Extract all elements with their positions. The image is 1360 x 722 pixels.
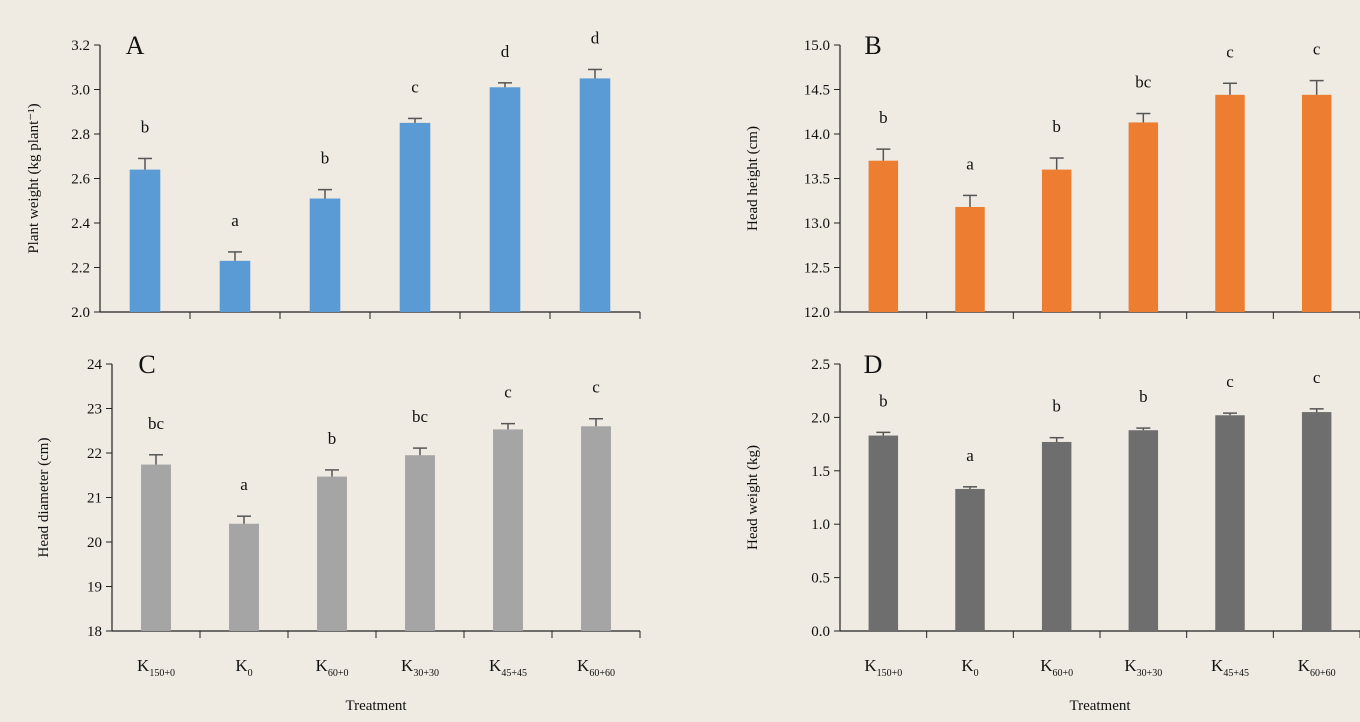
panel-c-bar[interactable] bbox=[581, 426, 611, 631]
panel-d-significance-letter: c bbox=[1226, 372, 1234, 391]
panel-a-y-axis-label: Plant weight (kg plant⁻¹) bbox=[26, 103, 42, 253]
panel-a-y-tick-label: 2.0 bbox=[71, 305, 90, 321]
panel-d-significance-letter: b bbox=[1139, 387, 1148, 406]
panel-a-significance-letter: a bbox=[231, 211, 239, 230]
panel-d-category-label: K0 bbox=[961, 656, 978, 679]
panel-d-x-axis-label: Treatment bbox=[1069, 698, 1131, 714]
panel-c-x-axis-label: Treatment bbox=[345, 698, 407, 714]
panel-a-y-tick-label: 2.8 bbox=[71, 127, 90, 143]
panel-c-y-tick-label: 21 bbox=[87, 491, 102, 507]
panel-c-category-label: K45+45 bbox=[489, 656, 527, 679]
panel-d-category-label: K45+45 bbox=[1211, 656, 1249, 679]
panel-c-y-tick-label: 23 bbox=[87, 402, 102, 418]
panel-d-y-axis-label: Head weight (kg) bbox=[745, 445, 761, 550]
panel-d-bar[interactable] bbox=[868, 435, 899, 631]
panel-c-category-label: K30+30 bbox=[401, 656, 439, 679]
panel-b-significance-letter: b bbox=[879, 108, 888, 127]
panel-b-y-tick-label: 13.0 bbox=[804, 216, 830, 232]
panel-a-bar[interactable] bbox=[579, 78, 611, 312]
panel-b-bar[interactable] bbox=[868, 160, 899, 312]
panel-a-significance-letter: d bbox=[501, 42, 510, 61]
panel-a-bar[interactable] bbox=[489, 87, 521, 313]
panel-c-significance-letter: bc bbox=[412, 407, 429, 426]
panel-c-y-axis-label: Head diameter (cm) bbox=[36, 438, 52, 558]
panel-d-category-label: K60+60 bbox=[1298, 656, 1336, 679]
panel-c-category-label: K150+0 bbox=[137, 656, 175, 679]
panel-a-significance-letter: d bbox=[591, 28, 600, 47]
panel-a-y-tick-label: 2.6 bbox=[71, 172, 90, 188]
panel-b-bar[interactable] bbox=[1301, 94, 1332, 312]
panel-b-significance-letter: bc bbox=[1135, 73, 1152, 92]
panel-a-letter: A bbox=[126, 31, 145, 60]
panel-d-y-tick-label: 2.0 bbox=[811, 410, 830, 426]
panel-c-category-label: K60+0 bbox=[316, 656, 349, 679]
panel-d-significance-letter: b bbox=[879, 391, 888, 410]
panel-b-bar[interactable] bbox=[1215, 94, 1245, 312]
panel-c-bar[interactable] bbox=[229, 523, 259, 631]
panel-b-significance-letter: c bbox=[1313, 40, 1321, 59]
panel-c-y-tick-label: 18 bbox=[87, 624, 102, 640]
panel-b-bar[interactable] bbox=[1128, 122, 1159, 313]
panel-b-y-tick-label: 12.0 bbox=[804, 305, 830, 321]
panel-a-significance-letter: b bbox=[321, 149, 330, 168]
panel-d-letter: D bbox=[864, 350, 883, 379]
panel-c-bar[interactable] bbox=[141, 464, 171, 631]
panel-d-y-tick-label: 0.5 bbox=[811, 571, 830, 587]
panel-c-significance-letter: bc bbox=[148, 414, 165, 433]
panel-c-y-tick-label: 22 bbox=[87, 446, 102, 462]
panel-d-significance-letter: c bbox=[1313, 368, 1321, 387]
panel-d-bar[interactable] bbox=[1041, 441, 1072, 631]
panel-d-y-tick-label: 2.5 bbox=[811, 357, 830, 373]
panel-a-y-tick-label: 2.2 bbox=[71, 261, 90, 277]
panel-a-significance-letter: b bbox=[141, 117, 150, 136]
panel-a-bar[interactable] bbox=[309, 198, 341, 312]
panel-d-y-tick-label: 1.5 bbox=[811, 464, 830, 480]
panel-d-significance-letter: b bbox=[1052, 397, 1061, 416]
panel-d-category-label: K60+0 bbox=[1040, 656, 1073, 679]
panel-c-bar[interactable] bbox=[493, 429, 523, 631]
panel-a-bar[interactable] bbox=[399, 122, 431, 312]
panel-a-bar[interactable] bbox=[129, 169, 161, 312]
panel-c-category-label: K0 bbox=[235, 656, 252, 679]
panel-d-bar[interactable] bbox=[1215, 415, 1245, 631]
panel-c-significance-letter: c bbox=[592, 378, 600, 397]
panel-a-y-tick-label: 3.0 bbox=[71, 83, 90, 99]
panel-b-y-tick-label: 14.5 bbox=[804, 83, 830, 99]
panel-b-y-tick-label: 15.0 bbox=[804, 38, 830, 54]
panel-d-bar[interactable] bbox=[1128, 430, 1159, 631]
panel-b-significance-letter: c bbox=[1226, 42, 1234, 61]
panel-c-significance-letter: c bbox=[504, 383, 512, 402]
panel-d-category-label: K30+30 bbox=[1124, 656, 1162, 679]
panel-c-category-label: K60+60 bbox=[577, 656, 615, 679]
panel-b-significance-letter: a bbox=[966, 154, 974, 173]
panel-d-y-tick-label: 0.0 bbox=[811, 624, 830, 640]
panel-b-bar[interactable] bbox=[1041, 169, 1072, 312]
panel-d-category-label: K150+0 bbox=[864, 656, 902, 679]
panel-d-y-tick-label: 1.0 bbox=[811, 517, 830, 533]
panel-c-y-tick-label: 20 bbox=[87, 535, 102, 551]
panel-b-y-tick-label: 13.5 bbox=[804, 172, 830, 188]
panel-d-bar[interactable] bbox=[1301, 412, 1332, 631]
panel-b-y-tick-label: 14.0 bbox=[804, 127, 830, 143]
panel-b-y-axis-label: Head height (cm) bbox=[745, 126, 761, 231]
panel-a-bar[interactable] bbox=[219, 260, 251, 312]
panel-c-significance-letter: a bbox=[240, 475, 248, 494]
panel-c-bar[interactable] bbox=[317, 476, 347, 631]
panel-c-y-tick-label: 19 bbox=[87, 580, 102, 596]
panel-b-letter: B bbox=[864, 31, 881, 60]
panel-a-y-tick-label: 3.2 bbox=[71, 38, 90, 54]
panel-c-y-tick-label: 24 bbox=[87, 357, 103, 373]
panel-c-bar[interactable] bbox=[405, 455, 435, 631]
panel-c-letter: C bbox=[138, 350, 155, 379]
panel-b-significance-letter: b bbox=[1052, 117, 1061, 136]
panel-a-y-tick-label: 2.4 bbox=[71, 216, 90, 232]
panel-a-significance-letter: c bbox=[411, 77, 419, 96]
panel-d-bar[interactable] bbox=[955, 488, 985, 631]
panel-b-y-tick-label: 12.5 bbox=[804, 261, 830, 277]
panel-d-significance-letter: a bbox=[966, 446, 974, 465]
panel-b-bar[interactable] bbox=[955, 206, 985, 312]
panel-c-significance-letter: b bbox=[328, 429, 337, 448]
